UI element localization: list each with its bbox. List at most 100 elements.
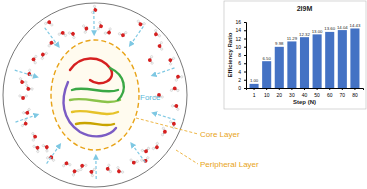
x-tick-label: 70 (340, 92, 346, 98)
hydrogen (48, 44, 51, 47)
water-molecule (97, 21, 104, 31)
water-molecule (19, 95, 28, 100)
hydrogen (109, 170, 112, 173)
water-molecule (91, 5, 99, 15)
y-tick-mark (244, 88, 246, 89)
hydrogen (46, 156, 49, 159)
y-tick: 4 (238, 69, 246, 75)
oxygen (49, 40, 54, 45)
oxygen (116, 169, 121, 174)
hydrogen (162, 127, 165, 130)
protein-ribbon (72, 89, 118, 92)
hydrogen (176, 108, 179, 111)
hydrogen (93, 5, 96, 8)
x-tick: 60 (327, 88, 333, 98)
chart: 2I9M0246810121416110203040506070801.006.… (224, 1, 366, 109)
water-molecule (148, 55, 154, 64)
hydrogen (41, 57, 44, 60)
force-arrow (130, 26, 144, 46)
data-labels: 1.006.509.9811.2912.3213.0013.6014.0414.… (250, 23, 361, 83)
water-molecule (152, 29, 161, 39)
hydrogen (172, 57, 175, 60)
hydrogen (45, 52, 48, 55)
y-tick-label: 2 (238, 77, 241, 83)
diagram: ForceCore LayerPeripheral Layer (3, 3, 259, 187)
x-tick-mark (317, 88, 318, 90)
x-tick-mark (266, 88, 267, 90)
force-arrow (15, 114, 38, 122)
force-arrow (152, 113, 175, 120)
hydrogen (180, 75, 183, 78)
oxygen (163, 130, 167, 134)
hydrogen (160, 48, 163, 51)
data-label: 1.00 (250, 78, 259, 83)
hydrogen (171, 104, 174, 107)
x-tick: 40 (302, 88, 308, 98)
oxygen (64, 161, 68, 165)
y-tick-mark (244, 22, 246, 23)
hydrogen (45, 149, 48, 152)
oxygen (72, 169, 77, 174)
water-molecule (118, 31, 128, 38)
hydrogen (21, 124, 24, 127)
hydrogen (58, 33, 61, 36)
oxygen (158, 44, 162, 48)
force-arrow (47, 144, 61, 164)
y-tick: 10 (235, 44, 246, 50)
protein-ribbon (64, 82, 116, 136)
water-molecule (32, 132, 38, 141)
oxygen (31, 57, 35, 61)
hydrogen (32, 139, 35, 142)
x-tick-label: 20 (277, 92, 283, 98)
y-tick-mark (244, 80, 246, 81)
water-molecule (62, 161, 71, 167)
hydrogen (24, 80, 27, 83)
water-molecule (167, 55, 176, 65)
peripheral-boundary (3, 3, 187, 187)
data-label: 13.60 (324, 26, 335, 31)
figure: ForceCore LayerPeripheral Layer2I9M02468… (0, 0, 367, 189)
data-label: 14.04 (337, 25, 348, 30)
hydrogen (154, 29, 157, 32)
y-tick-mark (244, 47, 246, 48)
bar (250, 84, 259, 88)
oxygen (44, 144, 49, 149)
data-label: 13.00 (312, 29, 323, 34)
x-tick: 50 (314, 88, 320, 98)
protein-ribbon (76, 123, 114, 125)
oxygen (132, 160, 137, 165)
y-tick: 8 (238, 52, 246, 58)
data-label: 12.32 (299, 32, 310, 37)
x-tick: 30 (289, 88, 295, 98)
oxygen (21, 96, 25, 100)
hydrogen (25, 84, 28, 87)
hydrogen (156, 142, 159, 145)
hydrogen (84, 31, 87, 34)
water-molecule (114, 166, 124, 176)
hydrogen (32, 145, 35, 148)
water-molecule (24, 84, 34, 93)
data-label: 6.50 (262, 56, 271, 61)
protein (64, 58, 124, 136)
x-axis-title: Step (N) (293, 99, 316, 105)
oxygen (47, 20, 52, 25)
x-tick-mark (354, 88, 355, 90)
oxygen (121, 33, 125, 37)
hydrogen (64, 34, 67, 37)
peripheral-leader (176, 150, 198, 164)
hydrogen (160, 41, 163, 44)
y-tick-mark (244, 30, 246, 31)
hydrogen (147, 147, 150, 150)
hydrogen (140, 159, 143, 162)
core-leader (136, 118, 198, 134)
oxygen (61, 31, 65, 35)
water-molecule (82, 24, 89, 34)
water-molecule (152, 142, 161, 152)
hydrogen (42, 144, 45, 147)
hydrogen (137, 20, 140, 23)
water-molecule (70, 167, 80, 177)
x-tick: 1 (253, 88, 256, 98)
chart-frame (224, 1, 366, 109)
water-molecule (171, 102, 181, 111)
oxygen (148, 58, 152, 62)
